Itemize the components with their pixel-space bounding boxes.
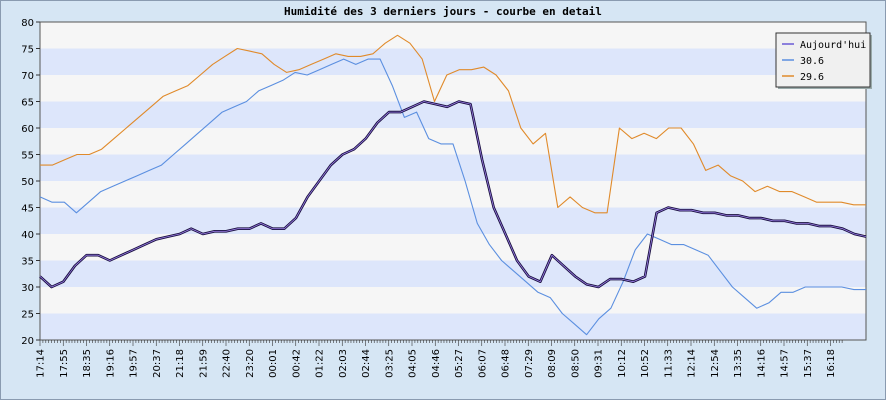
x-axis: 17:14 17:55 18:35 19:16 19:57 20:37 21:18 21:59… bbox=[36, 340, 843, 378]
x-tick-label: 10:52 bbox=[640, 349, 651, 378]
x-tick-label: 07:29 bbox=[524, 349, 535, 378]
grid-band bbox=[40, 260, 866, 287]
series-line bbox=[39, 58, 866, 336]
y-tick-label: 50 bbox=[21, 177, 34, 188]
x-tick-label: 19:16 bbox=[105, 349, 116, 378]
grid-band bbox=[40, 181, 866, 208]
legend-label: 29.6 bbox=[800, 72, 824, 83]
y-tick-label: 55 bbox=[21, 151, 34, 162]
y-tick-label: 25 bbox=[21, 310, 34, 321]
x-tick-label: 17:55 bbox=[59, 349, 70, 378]
series-layer bbox=[39, 34, 867, 336]
x-tick-label: 21:18 bbox=[175, 349, 186, 378]
legend-label: 30.6 bbox=[800, 56, 824, 67]
y-tick-label: 60 bbox=[21, 124, 34, 135]
grid-band bbox=[40, 48, 866, 75]
grid-band bbox=[40, 234, 866, 261]
x-tick-label: 19:57 bbox=[129, 349, 140, 378]
x-tick-label: 22:40 bbox=[222, 349, 233, 378]
x-tick-label: 16:18 bbox=[826, 349, 837, 378]
series-line-highlight bbox=[39, 101, 867, 288]
x-tick-label: 00:01 bbox=[268, 349, 279, 378]
x-tick-label: 12:54 bbox=[710, 349, 721, 378]
grid-band bbox=[40, 22, 866, 49]
grid-band bbox=[40, 75, 866, 102]
grid-band bbox=[40, 207, 866, 234]
x-tick-label: 01:22 bbox=[315, 349, 326, 378]
y-tick-label: 40 bbox=[21, 230, 34, 241]
x-tick-label: 21:59 bbox=[198, 349, 209, 378]
y-tick-label: 75 bbox=[21, 45, 34, 56]
grid-band bbox=[40, 101, 866, 128]
x-tick-label: 06:07 bbox=[477, 349, 488, 378]
x-tick-label: 02:03 bbox=[338, 349, 349, 378]
y-tick-label: 20 bbox=[21, 336, 34, 347]
x-tick-label: 06:48 bbox=[501, 349, 512, 378]
x-tick-label: 20:37 bbox=[152, 349, 163, 378]
legend-box bbox=[775, 32, 871, 88]
y-tick-label: 80 bbox=[21, 18, 34, 29]
x-tick-label: 14:57 bbox=[780, 349, 791, 378]
grid-band bbox=[40, 128, 866, 155]
x-tick-label: 04:05 bbox=[408, 349, 419, 378]
y-tick-label: 35 bbox=[21, 257, 34, 268]
chart-title: Humidité des 3 derniers jours - courbe e… bbox=[284, 5, 602, 18]
grid-band bbox=[40, 287, 866, 314]
x-tick-label: 23:20 bbox=[245, 349, 256, 378]
y-tick-label: 65 bbox=[21, 98, 34, 109]
x-tick-label: 10:12 bbox=[617, 349, 628, 378]
series-line bbox=[40, 34, 866, 214]
x-tick-label: 12:14 bbox=[687, 349, 698, 378]
x-tick-label: 08:09 bbox=[547, 349, 558, 378]
x-tick-label: 05:27 bbox=[454, 349, 465, 378]
y-tick-label: 45 bbox=[21, 204, 34, 215]
x-tick-label: 15:37 bbox=[803, 349, 814, 378]
plot-background bbox=[39, 21, 867, 341]
x-tick-label: 14:16 bbox=[756, 349, 767, 378]
x-tick-label: 02:44 bbox=[361, 349, 372, 378]
x-tick-label: 04:46 bbox=[431, 349, 442, 378]
x-tick-label: 18:35 bbox=[82, 349, 93, 378]
y-tick-label: 30 bbox=[21, 283, 34, 294]
x-tick-label: 17:14 bbox=[36, 349, 47, 378]
grid-band bbox=[40, 154, 866, 181]
x-tick-label: 09:31 bbox=[594, 349, 605, 378]
legend-label: Aujourd'hui bbox=[800, 40, 866, 51]
x-tick-label: 13:35 bbox=[733, 349, 744, 378]
x-tick-label: 03:25 bbox=[384, 349, 395, 378]
grid-band bbox=[40, 313, 866, 340]
x-tick-label: 00:42 bbox=[291, 349, 302, 378]
legend: Aujourd'hui 30.6 29.6 bbox=[775, 32, 872, 89]
x-tick-label: 11:33 bbox=[663, 349, 674, 378]
x-tick-label: 08:50 bbox=[570, 349, 581, 378]
y-axis: 20 25 30 35 40 45 50 55 60 65 70 75 80 bbox=[21, 18, 40, 347]
y-tick-label: 70 bbox=[21, 71, 34, 82]
